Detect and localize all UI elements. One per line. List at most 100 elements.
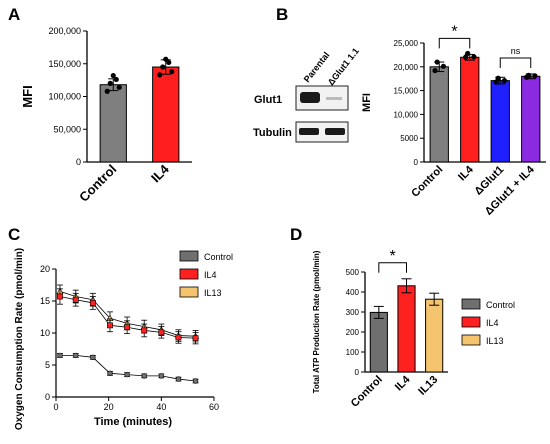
x-tick-label: 60: [209, 402, 219, 412]
x-tick-label: 0: [53, 402, 58, 412]
panel-letter-a: A: [8, 5, 20, 24]
y-tick-label: 100: [346, 348, 360, 357]
y-tick-label: 5: [45, 360, 50, 370]
bar: [397, 285, 416, 373]
data-point: [104, 88, 110, 94]
x-axis-label: Time (minutes): [94, 416, 172, 428]
blot-tubulin-frame: [295, 121, 349, 143]
data-point: [501, 78, 508, 84]
legend-label: Control: [486, 300, 515, 310]
legend-label: IL4: [204, 270, 217, 280]
significance-bracket: [438, 37, 471, 49]
significance-label: ns: [511, 46, 521, 56]
x-category-label: Control: [349, 374, 385, 410]
y-tick-label: 0: [355, 368, 360, 377]
legend-label: IL4: [486, 318, 499, 328]
bar: [490, 80, 510, 163]
data-point: [160, 64, 166, 70]
data-point: [192, 378, 199, 384]
panel-letter-d: D: [290, 225, 302, 244]
data-point: [72, 296, 79, 303]
significance-bracket: [378, 262, 407, 273]
y-tick-label: 20,000: [394, 63, 419, 72]
bar: [521, 75, 541, 163]
data-point: [175, 376, 182, 382]
chart-c: 0 5 10 15 20 0 20 40 60 Time (minutes) Oxygen Cons…: [14, 248, 233, 430]
data-point: [110, 72, 116, 79]
legend-swatch: [179, 250, 199, 262]
data-point: [465, 50, 471, 57]
y-tick-label: 10,000: [394, 110, 419, 119]
legend-swatch: [179, 268, 199, 280]
x-category-label: Control: [409, 164, 445, 200]
y-tick-label: 15,000: [394, 87, 419, 96]
y-tick-label: 15: [40, 296, 50, 306]
y-tick-label: 50,000: [53, 124, 81, 134]
x-category-label: Control: [76, 162, 119, 205]
y-axis-label: MFI: [361, 93, 373, 112]
legend-swatch: [461, 334, 481, 346]
legend-swatch: [179, 286, 199, 298]
data-point: [434, 59, 440, 65]
x-category-label: IL4: [393, 373, 413, 393]
y-tick-label: 20: [40, 264, 50, 274]
bar: [369, 311, 388, 373]
y-tick-label: 5000: [400, 134, 418, 143]
data-point: [166, 59, 172, 66]
bar: [460, 56, 480, 163]
x-tick-label: 20: [104, 402, 114, 412]
blot-row-label-tubulin: Tubulin: [253, 127, 292, 139]
panel-letter-c: C: [8, 225, 20, 244]
data-point: [432, 68, 438, 74]
x-category-label: IL4: [456, 163, 476, 183]
data-point: [124, 371, 130, 378]
legend-label: IL13: [204, 288, 222, 298]
x-tick-label: 40: [156, 402, 166, 412]
data-point: [107, 80, 113, 86]
data-point: [163, 56, 169, 62]
data-point: [192, 335, 199, 342]
data-point: [440, 63, 447, 69]
x-category-label: IL13: [416, 374, 440, 398]
bar: [152, 66, 180, 163]
data-point: [57, 352, 63, 359]
chart-a: 0 50,000 100,000 150,000 200,000 MFI Control IL…: [20, 26, 192, 205]
y-tick-label: 0: [414, 158, 419, 167]
y-tick-label: 200: [346, 328, 360, 337]
y-tick-label: 400: [346, 288, 360, 297]
data-point: [113, 76, 119, 83]
y-tick-label: 10: [40, 328, 50, 338]
data-point: [471, 54, 477, 60]
data-point: [532, 73, 538, 79]
bar: [429, 66, 449, 163]
data-point: [89, 300, 96, 306]
legend-label: Control: [204, 252, 233, 262]
legend-label: IL13: [486, 336, 504, 346]
data-point: [141, 373, 147, 379]
blot-tubulin-band-ko: [325, 128, 345, 135]
y-tick-label: 200,000: [48, 26, 81, 36]
y-tick-label: 300: [346, 308, 360, 317]
significance-label: *: [390, 248, 396, 265]
x-category-label: IL4: [148, 161, 172, 185]
data-point: [107, 370, 113, 377]
bar: [425, 298, 444, 373]
data-point: [175, 334, 182, 341]
data-point: [107, 322, 113, 329]
blot-row-label-glut1: Glut1: [254, 94, 282, 106]
data-point: [158, 373, 165, 379]
blot-lane-label-glut1-ko: ΔGlut1 1.1: [326, 46, 361, 87]
data-point: [493, 79, 499, 85]
data-point: [526, 72, 532, 78]
significance-label: *: [451, 23, 457, 40]
y-tick-label: 0: [76, 157, 81, 167]
data-point: [462, 54, 469, 60]
y-axis-label: MFI: [20, 85, 35, 107]
legend-swatch: [461, 316, 481, 328]
data-point: [495, 75, 501, 81]
y-axis-label: Total ATP Production Rate (pmol/min): [312, 250, 321, 393]
chart-b: 0 5000 10,000 15,000 20,000 25,000 MFI Control I…: [361, 23, 546, 218]
y-axis-label: Oxygen Consumption Rate (pmol/min): [14, 248, 25, 430]
panel-letter-b: B: [276, 5, 288, 24]
